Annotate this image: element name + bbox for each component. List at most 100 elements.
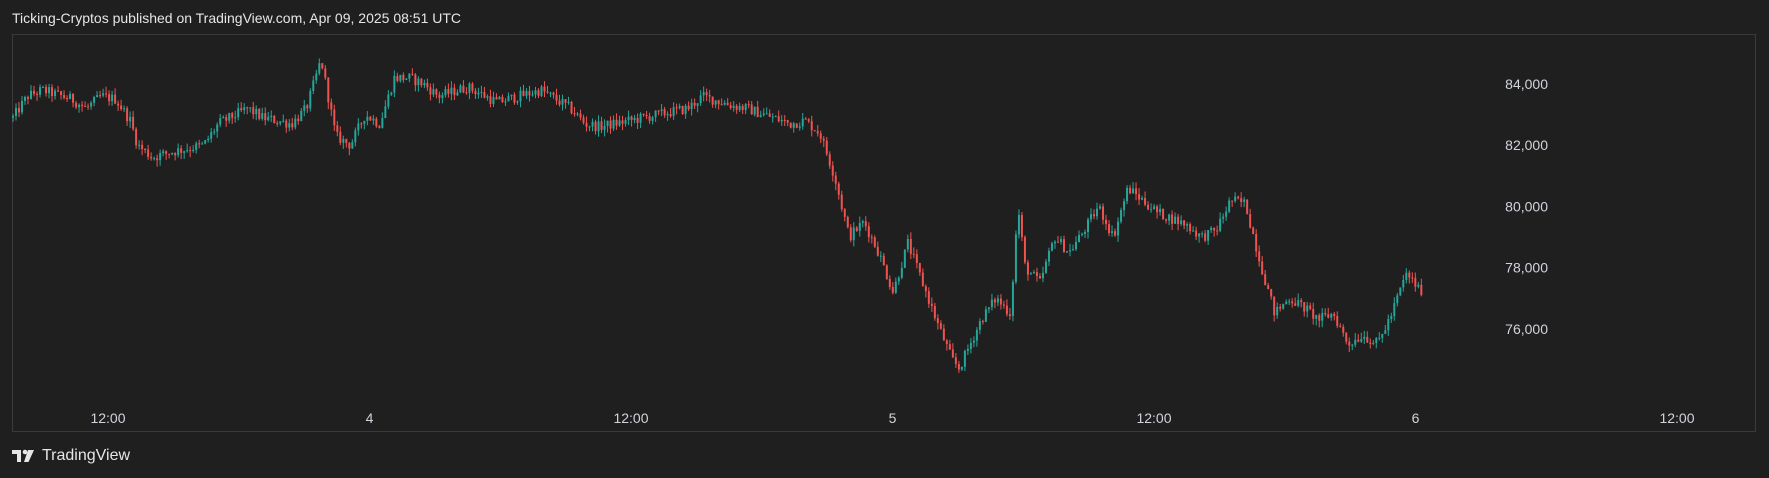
candle: [1390, 312, 1393, 323]
candle-body: [1249, 214, 1252, 228]
candle-body: [1261, 261, 1264, 275]
candle-body: [792, 123, 795, 128]
candle-body: [426, 82, 429, 88]
candle-body: [180, 148, 183, 153]
candle: [1324, 308, 1327, 317]
candle-body: [1159, 208, 1162, 213]
candle: [357, 118, 360, 136]
candle: [1090, 208, 1093, 223]
candle-body: [1008, 314, 1011, 316]
candle-body: [48, 87, 51, 94]
candle-body: [759, 115, 762, 118]
footer-brand[interactable]: TradingView: [12, 447, 130, 465]
candle: [1165, 218, 1168, 224]
candle: [1183, 220, 1186, 230]
candle: [900, 261, 903, 280]
candle: [1053, 240, 1056, 249]
candle-body: [123, 108, 126, 110]
candle-body: [1129, 187, 1132, 194]
candle-body: [627, 116, 630, 121]
candle: [327, 77, 330, 110]
candle-body: [348, 142, 351, 149]
candle-body: [1378, 337, 1381, 339]
candle-body: [315, 73, 318, 81]
candle: [822, 136, 825, 148]
candle-body: [246, 107, 249, 109]
candle-body: [30, 90, 33, 99]
candle: [483, 87, 486, 99]
candle-body: [447, 89, 450, 94]
candle: [753, 106, 756, 117]
candle: [489, 89, 492, 108]
candle-body: [1387, 319, 1390, 331]
candle-body: [591, 121, 594, 127]
candle: [1099, 203, 1102, 210]
candle-body: [1068, 250, 1071, 252]
candle-body: [1201, 233, 1204, 235]
candle: [426, 78, 429, 91]
candle-body: [924, 286, 927, 292]
candle: [408, 73, 411, 83]
candle-body: [1093, 214, 1096, 217]
candle: [318, 58, 321, 76]
candle-body: [375, 118, 378, 127]
candle-body: [1393, 303, 1396, 317]
candle: [1282, 303, 1285, 310]
candle-body: [1219, 218, 1222, 232]
candle: [105, 86, 108, 98]
candle: [939, 320, 942, 330]
candle: [1369, 338, 1372, 349]
candle-body: [720, 104, 723, 106]
candle: [645, 110, 648, 120]
candle-body: [210, 132, 213, 139]
candle: [570, 100, 573, 115]
candle: [378, 124, 381, 129]
candle-body: [666, 114, 669, 116]
candle: [192, 145, 195, 153]
candle-body: [114, 94, 117, 104]
candle: [384, 100, 387, 119]
publication-header: Ticking-Cryptos published on TradingView…: [12, 10, 462, 26]
candle: [585, 116, 588, 132]
candle: [1096, 202, 1099, 220]
candle-body: [1138, 194, 1141, 200]
candle-body: [75, 102, 78, 108]
candle: [990, 293, 993, 311]
candle-body: [519, 90, 522, 102]
candle: [1117, 217, 1120, 242]
candle-body: [486, 96, 489, 98]
candle: [705, 88, 708, 102]
candle: [633, 114, 636, 124]
candle: [528, 85, 531, 102]
candle-body: [1357, 339, 1360, 342]
candle-body: [1216, 230, 1219, 232]
candle-body: [387, 94, 390, 107]
candle-body: [417, 78, 420, 86]
candle: [1291, 298, 1294, 308]
candle: [291, 117, 294, 131]
candle-body: [636, 118, 639, 123]
candle: [951, 343, 954, 358]
candle: [1023, 235, 1026, 265]
candle-body: [768, 113, 771, 117]
candle-body: [276, 123, 279, 125]
candle: [27, 95, 30, 105]
candle: [615, 113, 618, 130]
candle: [303, 100, 306, 117]
y-tick-label: 84,000: [1505, 76, 1548, 92]
candle: [1065, 250, 1068, 254]
candle: [510, 94, 513, 101]
candle: [513, 92, 516, 105]
candle: [276, 120, 279, 127]
candle: [252, 101, 255, 120]
candle: [1189, 222, 1192, 235]
candle-body: [201, 143, 204, 145]
candle-body: [1324, 313, 1327, 315]
candle: [636, 113, 639, 129]
candle-body: [606, 120, 609, 127]
candle-body: [408, 73, 411, 79]
candle-body: [786, 120, 789, 123]
candle-body: [51, 87, 54, 97]
candle-body: [147, 149, 150, 157]
candle-body: [807, 119, 810, 122]
